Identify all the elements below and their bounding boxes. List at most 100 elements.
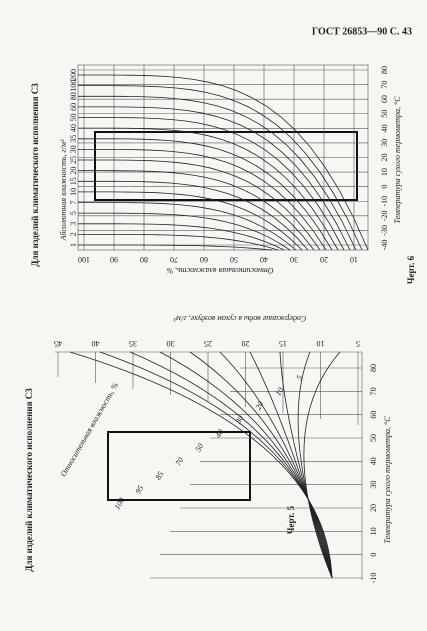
rh-curve-label: 100 [113,496,127,511]
temp-tick-label: 50 [369,434,378,442]
water-tick-label: 25 [204,339,212,348]
rh-curve [219,351,333,579]
rh-curve [279,351,333,579]
figure5-rh-label: Относительная влажность, % [59,381,121,479]
abs-humidity-curve [78,244,273,251]
temp-tick-label: -30 [380,225,389,236]
abs-humidity-curve [78,170,315,251]
abs-humidity-curve [78,212,291,251]
abs-tick-label: 100 [69,80,78,92]
water-tick-label: 5 [356,339,360,348]
figure5-temp-label: Температура сухого термометра, °С [383,416,392,544]
abs-tick-label: 2 [69,232,78,236]
temp-tick-label: 40 [369,457,378,465]
water-tick-label: 45 [54,339,62,348]
rh-curve [69,351,333,579]
rh-curve-label: 30 [233,414,245,426]
temp-tick-label: 10 [369,527,378,535]
abs-humidity-curve [78,180,309,251]
abs-tick-label: 50 [69,114,78,122]
abs-humidity-curve [78,234,279,251]
water-tick-label: 10 [317,339,325,348]
rh-tick-label: 70 [170,255,178,264]
abs-humidity-curve [78,223,285,251]
temp-tick-label: 0 [380,185,389,189]
figure6-abs-label: Абсолютная влажность, г/м³ [59,139,68,241]
water-tick-label: 20 [242,339,250,348]
rh-curve [297,351,333,579]
temp-tick-label: 80 [369,364,378,372]
temp-tick-label: 0 [369,553,378,557]
rh-tick-label: 60 [200,255,208,264]
rh-curve-label: 5 [295,374,305,382]
abs-humidity-curve [78,85,363,251]
rh-curve [99,351,333,579]
page-header: ГОСТ 26853—90 С. 43 [312,26,412,37]
rh-curve-label: 70 [174,456,186,467]
rh-tick-label: 100 [78,255,90,264]
temp-tick-label: 60 [380,95,389,103]
rh-curve [249,351,333,579]
temp-tick-label: 30 [380,139,389,147]
figure5-caption: Черт. 5 [286,505,296,534]
abs-tick-label: 10 [69,188,78,196]
abs-tick-label: 3 [69,222,78,226]
figure5-title: Для изделий климатического исполнения С3 [24,388,34,572]
rh-curve-label: 85 [154,470,166,481]
abs-tick-label: 60 [69,103,78,111]
temp-tick-label: -20 [380,210,389,221]
abs-tick-label: 80 [69,92,78,100]
abs-tick-label: 15 [69,177,78,185]
abs-tick-label: 30 [69,145,78,153]
temp-tick-label: 70 [369,387,378,395]
temp-tick-label: -10 [369,573,378,584]
abs-humidity-curve [78,127,339,251]
figure5-region [107,431,251,501]
abs-humidity-curve [78,117,345,251]
temp-tick-label: 20 [380,154,389,162]
temp-tick-label: 80 [380,66,389,74]
abs-humidity-curve [78,74,369,251]
rh-curve-label: 95 [134,484,146,495]
rh-tick-label: 80 [140,255,148,264]
rh-tick-label: 50 [230,255,238,264]
figure5-water-label: Содержание воды в сухом воздухе, г/м³ [173,314,306,323]
abs-tick-label: 7 [69,201,78,205]
abs-tick-label: 25 [69,156,78,164]
water-tick-label: 30 [167,339,175,348]
figure6-rh-label: Относительная влажность, % [166,266,273,275]
rh-tick-label: 10 [350,255,358,264]
rh-curve-label: 40 [214,428,226,439]
abs-humidity-curve [78,202,297,251]
abs-tick-label: 1 [69,243,78,247]
abs-humidity-curve [78,95,357,251]
rh-curve [159,351,333,579]
temp-tick-label: 60 [369,411,378,419]
abs-humidity-curve [78,159,321,251]
temp-tick-label: 50 [380,110,389,118]
temp-tick-label: 10 [380,168,389,176]
rh-curve-label: 50 [194,442,206,453]
water-tick-label: 40 [92,339,100,348]
rh-tick-label: 30 [290,255,298,264]
rh-tick-label: 20 [320,255,328,264]
abs-humidity-curve [78,191,303,251]
water-tick-label: 35 [129,339,137,348]
rh-tick-label: 40 [260,255,268,264]
temp-tick-label: 20 [369,504,378,512]
abs-humidity-curve [78,138,333,251]
abs-tick-label: 20 [69,167,78,175]
temp-tick-label: 30 [369,481,378,489]
rh-curve [129,351,333,579]
temp-tick-label: -10 [380,196,389,207]
rh-curve-label: 20 [254,400,266,411]
abs-tick-label: 5 [69,211,78,215]
abs-humidity-curve [78,106,351,251]
temp-tick-label: 40 [380,124,389,132]
temp-tick-label: 70 [380,81,389,89]
abs-tick-label: 40 [69,124,78,132]
water-tick-label: 15 [279,339,287,348]
rh-curve-label: 10 [274,386,286,397]
